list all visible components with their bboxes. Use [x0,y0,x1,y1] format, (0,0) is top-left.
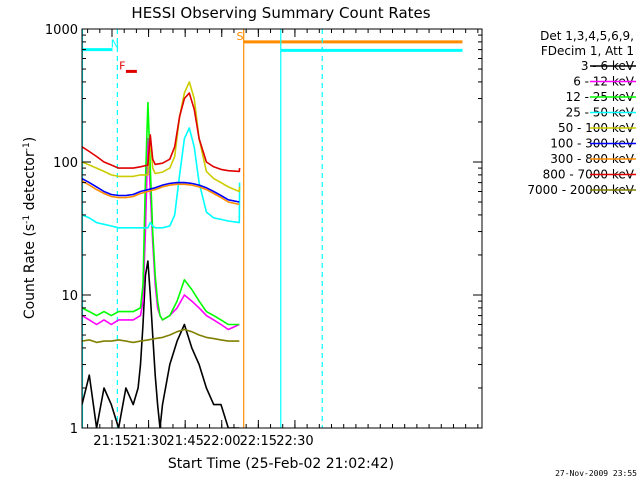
x-tick-label-0: 21:15 [93,434,130,449]
y-tick-label-1: 10 [61,289,78,304]
plot-frame [81,28,483,429]
series-line-8 [82,328,240,344]
series-line-5 [82,177,240,203]
series-line-2 [82,101,240,326]
y-axis-label: Count Rate (s-1 detector-1) [22,137,38,319]
flag-layer: NF S [82,30,463,73]
series-line-7 [82,92,241,173]
x-tick-label-5: 22:30 [276,434,313,449]
x-tick-label-1: 21:30 [130,434,167,449]
series-line-0 [82,260,240,428]
plot-area: NF S 21:15 21:30 21:45 22:00 22:15 22:30 1 10 10… [45,23,483,449]
legend-label-8: 7000 - 20000 keV [527,183,634,197]
x-tick-label-2: 21:45 [166,434,203,449]
x-tick-label-3: 22:00 [203,434,240,449]
legend-header-line-1: Det 1,3,4,5,6,9, [540,29,634,43]
y-tick-label-0: 1 [70,422,78,437]
flag-label-1: F [119,59,125,72]
series-layer [82,29,323,428]
series-line-3 [82,127,241,229]
render-timestamp: 27-Nov-2009 23:55 [555,469,637,478]
legend-label-7: 800 - 7000 keV [543,168,635,182]
y-tick-label-2: 100 [53,156,78,171]
x-axis-label: Start Time (25-Feb-02 21:02:42) [168,456,394,472]
x-tick-label-4: 22:15 [240,434,277,449]
series-line-6 [82,180,240,206]
x-axis: 21:15 21:30 21:45 22:00 22:15 22:30 [87,29,479,449]
legend-header-line-2: FDecim 1, Att 1 [541,44,634,58]
legend: Det 1,3,4,5,6,9, FDecim 1, Att 1 3 - 6 k… [527,29,636,197]
series-line-4 [82,81,241,193]
flag-label-2: S [237,30,244,43]
y-tick-label-3: 1000 [45,23,78,38]
chart-title: HESSI Observing Summary Count Rates [131,4,430,22]
y-axis: 1 10 100 1000 [45,23,482,437]
flag-label-0: N [111,38,119,51]
